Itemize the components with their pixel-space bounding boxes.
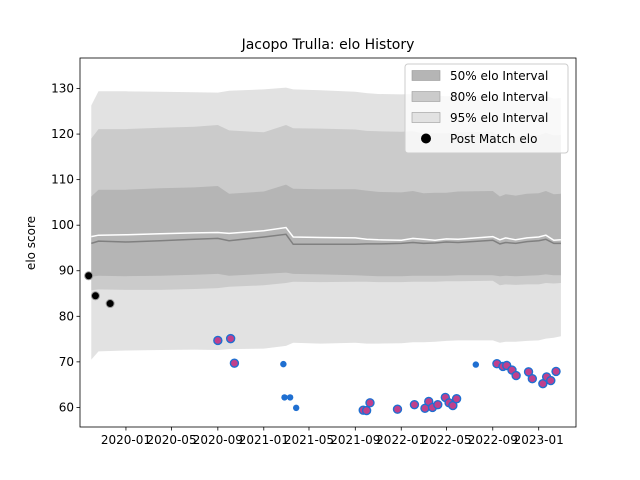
match-elo-point (511, 370, 521, 381)
y-tick-label: 130 (51, 82, 74, 96)
y-tick-label: 70 (59, 355, 74, 369)
y-tick-label: 120 (51, 127, 74, 141)
post-match-elo-point (84, 271, 94, 281)
match-elo-point (551, 366, 561, 377)
y-tick-label: 110 (51, 173, 74, 187)
legend-label: Post Match elo (450, 132, 537, 146)
match-elo-point (409, 399, 420, 410)
x-tick-label: 2021-09 (330, 433, 380, 447)
legend-frame (404, 63, 569, 154)
x-tick-label: 2021-05 (284, 433, 334, 447)
legend-label: 95% elo Interval (450, 111, 548, 125)
legend-label: 50% elo Interval (450, 69, 548, 83)
x-tick-label: 2022-05 (421, 433, 471, 447)
match-elo-point (546, 375, 556, 386)
post-match-elo-point (105, 299, 115, 309)
legend-swatch-band (411, 70, 441, 81)
x-tick-label: 2020-05 (146, 433, 196, 447)
y-tick-label: 80 (59, 309, 74, 323)
match-elo-point (361, 405, 372, 416)
match-elo-point (538, 379, 548, 389)
x-tick-label: 2020-01 (101, 433, 151, 447)
match-elo-point (433, 399, 443, 410)
legend-swatch-band (411, 112, 441, 123)
legend-swatch-post-match (421, 133, 431, 144)
x-tick-label: 2021-01 (239, 433, 289, 447)
axes: 60 70 80 90 100 110 120 130 2020-012020-052020-0… (51, 57, 577, 447)
match-elo-point (448, 400, 458, 411)
match-elo-point (392, 404, 403, 414)
median-elo-line (91, 233, 561, 246)
plot-area (84, 87, 561, 416)
legend-swatch-band (411, 91, 441, 102)
match-marker-point (472, 361, 480, 368)
match-elo-point (213, 335, 223, 346)
match-elo-point (523, 367, 534, 377)
band-50-interval (91, 184, 561, 277)
y-tick-label: 90 (59, 264, 74, 278)
y-tick-label: 60 (59, 400, 74, 414)
axes-frame (79, 57, 577, 428)
match-elo-point (527, 374, 538, 384)
match-elo-point (451, 394, 462, 404)
x-tick-label: 2022-01 (376, 433, 426, 447)
match-marker-point (281, 394, 288, 401)
match-elo-point (365, 398, 375, 408)
post-match-elo-point (90, 291, 100, 301)
legend-label: 80% elo Interval (450, 90, 548, 104)
match-elo-point (229, 358, 240, 368)
match-marker-point (280, 360, 287, 368)
y-tick-label: 100 (51, 218, 74, 232)
x-tick-label: 2022-09 (468, 433, 518, 447)
x-tick-label: 2023-01 (514, 433, 564, 447)
match-marker-point (292, 404, 300, 412)
x-tick-label: 2020-09 (193, 433, 243, 447)
mean-elo-line (91, 226, 561, 241)
y-axis-label: elo score (24, 216, 38, 270)
match-elo-point (225, 333, 236, 344)
match-marker-point (286, 394, 294, 401)
chart-title: Jacopo Trulla: elo History (241, 37, 415, 53)
legend: 50% elo Interval 80% elo Interval 95% elo … (404, 63, 569, 154)
